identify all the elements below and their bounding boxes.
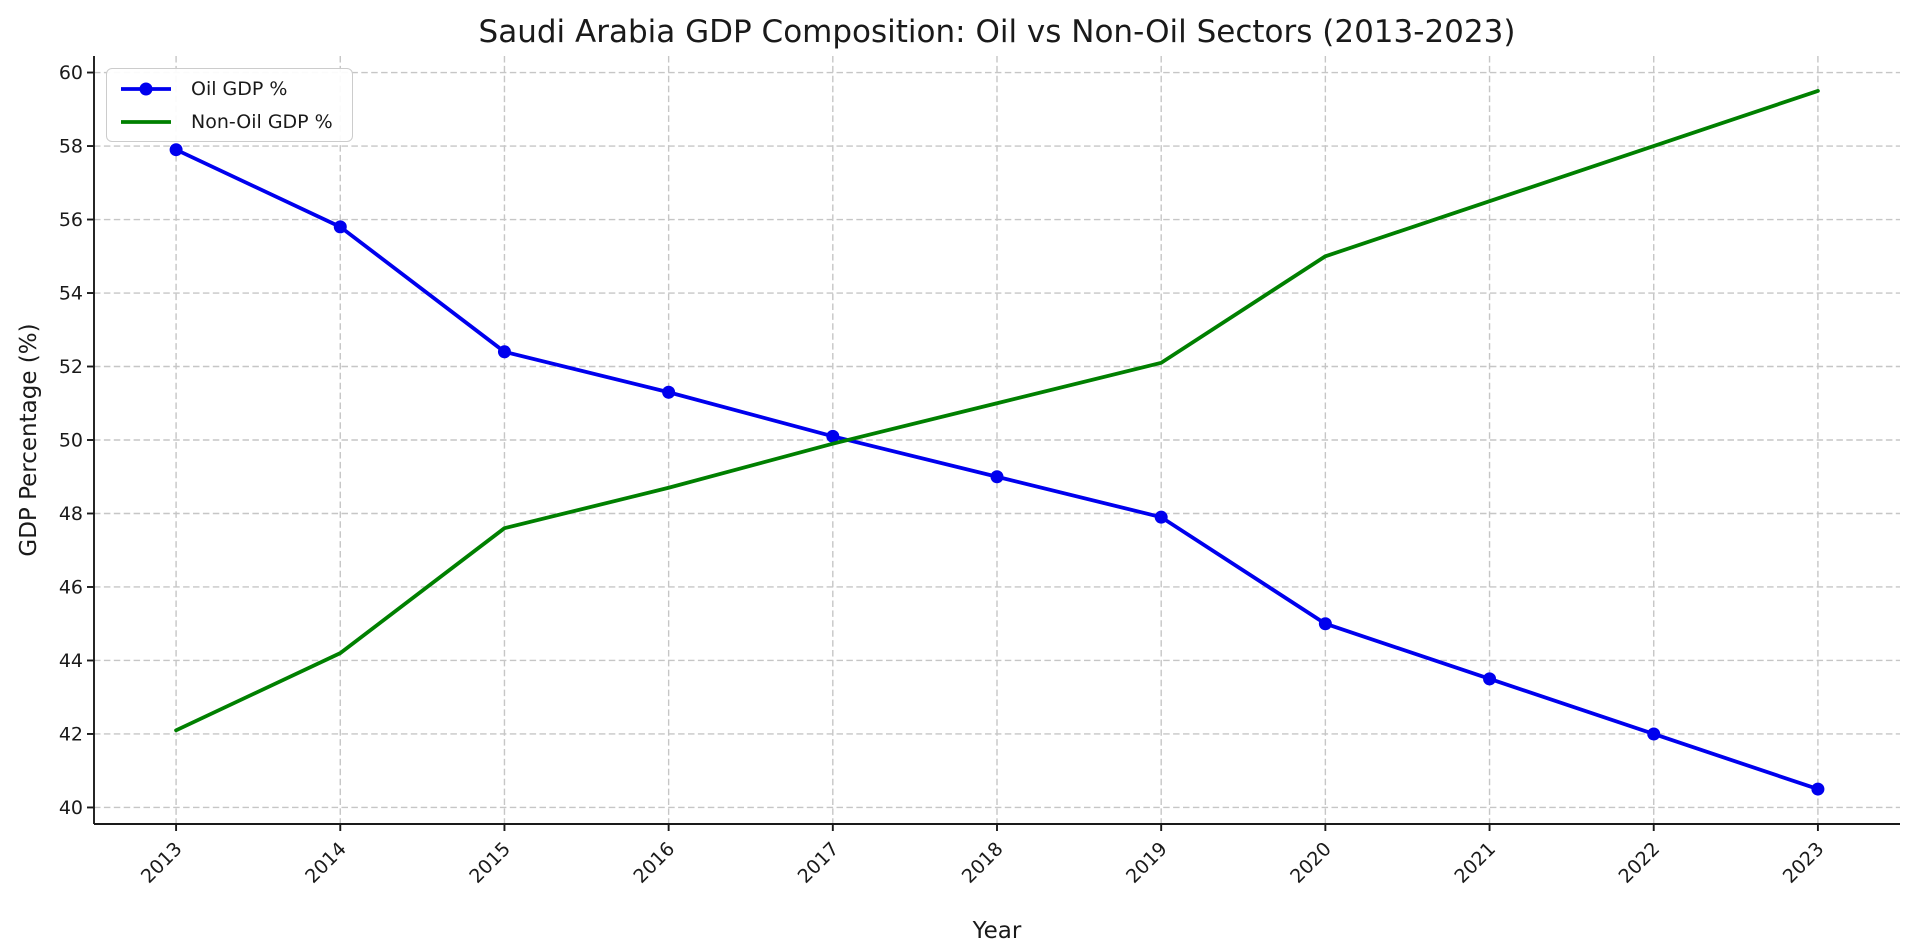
oil-series-swatch-icon — [121, 82, 171, 95]
x-tick-label: 2022 — [1615, 838, 1665, 888]
tick-marks — [87, 71, 1819, 831]
y-tick-label: 48 — [59, 503, 83, 525]
x-tick-label: 2021 — [1450, 838, 1500, 888]
data-point-oil-2020 — [1318, 617, 1332, 631]
legend-label-oil: Oil GDP % — [191, 77, 288, 100]
legend-item-oil: Oil GDP % — [115, 76, 344, 102]
series-line-non-oil — [174, 89, 1820, 733]
x-tick-label: 2019 — [1122, 838, 1172, 888]
non-oil-series-swatch-icon — [121, 119, 171, 124]
chart-title: Saudi Arabia GDP Composition: Oil vs Non… — [478, 14, 1516, 50]
x-axis-title: Year — [972, 918, 1022, 944]
data-point-oil-2019 — [1154, 510, 1168, 524]
data-point-oil-2017 — [826, 429, 840, 443]
y-tick-label: 56 — [59, 209, 83, 231]
y-tick-label: 40 — [59, 797, 83, 819]
y-tick-label: 42 — [59, 723, 83, 745]
data-point-oil-2023 — [1811, 782, 1825, 796]
data-point-oil-2013 — [169, 143, 183, 157]
data-point-oil-2014 — [333, 220, 347, 234]
y-tick-label: 46 — [59, 576, 83, 598]
y-tick-label: 60 — [59, 62, 83, 84]
y-axis-title: GDP Percentage (%) — [16, 323, 42, 557]
x-tick-label: 2023 — [1779, 838, 1829, 888]
y-tick-labels: 40 42 44 46 48 50 52 54 56 58 60 — [59, 62, 83, 819]
data-point-oil-2016 — [662, 385, 676, 399]
x-tick-labels: 2013 2014 2015 2016 2017 2018 2019 2020 2021 2022… — [137, 838, 1829, 888]
data-point-oil-2018 — [990, 470, 1004, 484]
x-tick-label: 2016 — [629, 838, 679, 888]
y-tick-label: 50 — [59, 430, 83, 452]
y-tick-label: 44 — [59, 650, 83, 672]
y-tick-label: 54 — [59, 283, 83, 305]
data-point-oil-2015 — [497, 345, 511, 359]
x-tick-label: 2013 — [137, 838, 187, 888]
data-point-oil-2022 — [1647, 727, 1661, 741]
legend-item-non-oil: Non-Oil GDP % — [115, 109, 344, 135]
series-non-oil — [174, 89, 1820, 733]
y-tick-label: 52 — [59, 356, 83, 378]
series-oil — [169, 143, 1825, 796]
x-tick-label: 2017 — [794, 838, 844, 888]
data-point-oil-2021 — [1483, 672, 1497, 686]
x-tick-label: 2020 — [1286, 838, 1336, 888]
x-tick-label: 2018 — [958, 838, 1008, 888]
x-tick-label: 2015 — [465, 838, 515, 888]
oil-swatch-marker — [139, 82, 153, 95]
legend-label-non-oil: Non-Oil GDP % — [191, 110, 333, 133]
x-tick-label: 2014 — [301, 838, 351, 888]
y-tick-label: 58 — [59, 136, 83, 158]
legend: Oil GDP % Non-Oil GDP % — [106, 68, 353, 142]
grid-lines — [94, 56, 1900, 824]
